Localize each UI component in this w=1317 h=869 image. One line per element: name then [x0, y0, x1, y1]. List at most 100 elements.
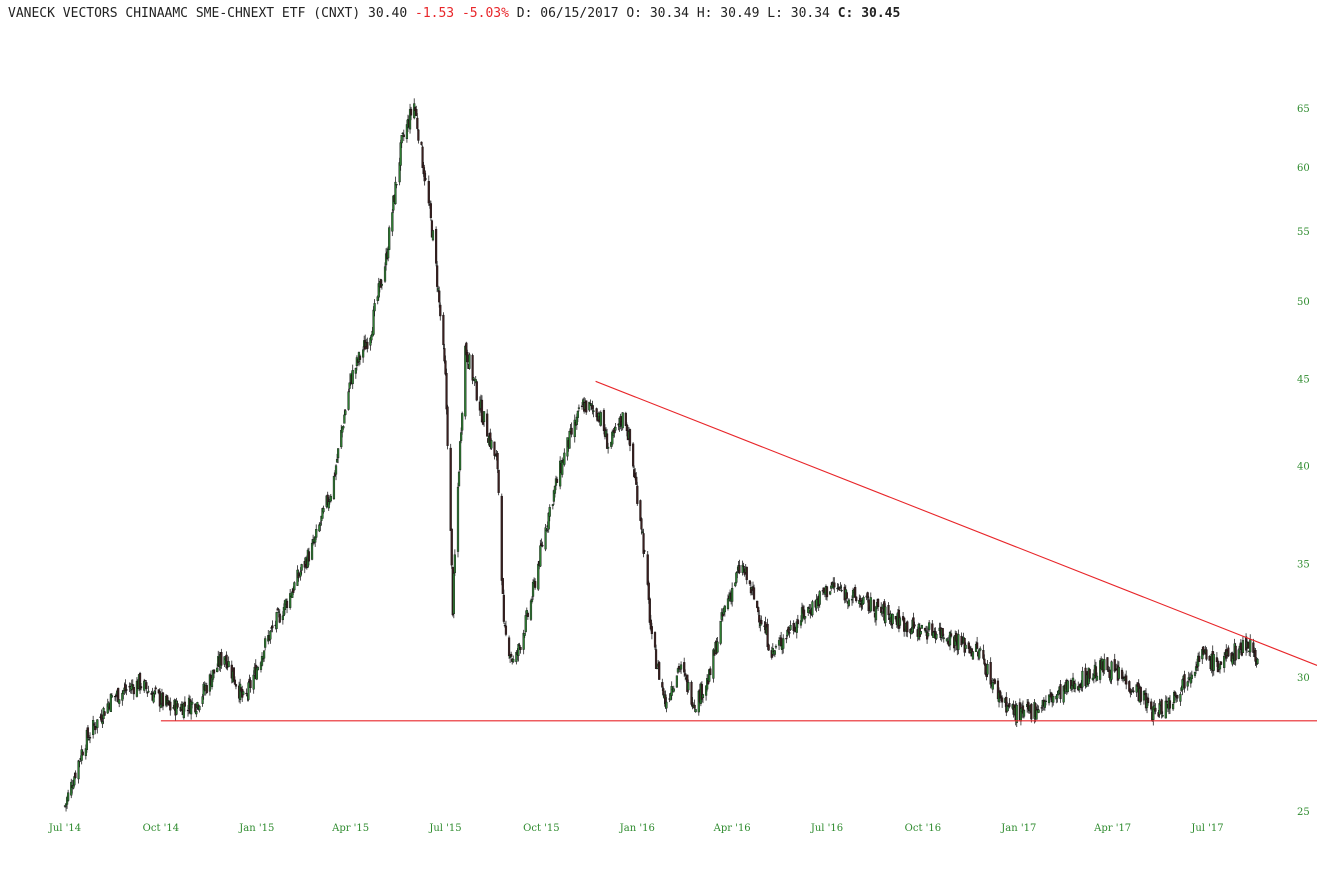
- candle-body: [92, 720, 95, 735]
- candle-body: [570, 427, 573, 435]
- candle-body: [100, 714, 103, 722]
- candle-body: [575, 416, 578, 425]
- candle-body: [874, 606, 878, 621]
- candle-body: [486, 413, 489, 437]
- candle-body: [869, 597, 872, 612]
- close-value: 30.45: [861, 6, 901, 21]
- x-tick-label: Oct '16: [905, 823, 941, 834]
- candle-body: [719, 620, 722, 644]
- candle-body: [580, 405, 584, 407]
- candle-body: [989, 662, 992, 685]
- candle-body: [493, 441, 496, 456]
- candle-body: [161, 692, 165, 707]
- candle-body: [1040, 707, 1043, 709]
- candle-body: [872, 599, 876, 612]
- candle-body: [482, 411, 486, 423]
- candle-body: [461, 413, 464, 431]
- x-tick-label: Apr '16: [713, 823, 751, 834]
- candle-body: [466, 352, 469, 363]
- candle-body: [145, 682, 148, 690]
- candle-body: [796, 619, 799, 625]
- candle-body: [807, 607, 810, 613]
- candle-body: [845, 592, 848, 599]
- candle-body: [86, 727, 90, 738]
- candle-body: [166, 695, 169, 705]
- candle-body: [1001, 697, 1004, 703]
- candle-body: [247, 682, 250, 700]
- candle-body: [1008, 702, 1011, 707]
- open-label: O:: [626, 6, 643, 21]
- candle-body: [984, 663, 987, 675]
- y-tick-label: 25: [1297, 807, 1310, 818]
- candle-body: [1237, 649, 1240, 659]
- candle-body: [748, 580, 751, 585]
- candle-body: [788, 632, 791, 634]
- candle-body: [464, 345, 467, 417]
- candle-body: [442, 314, 445, 346]
- candle-body: [854, 587, 857, 598]
- candle-body: [599, 412, 602, 426]
- candle-body: [683, 662, 686, 673]
- candle-body: [1052, 695, 1055, 703]
- candle-body: [354, 367, 357, 374]
- x-tick-label: Oct '15: [523, 823, 559, 834]
- candle-body: [563, 452, 566, 465]
- candle-body: [87, 739, 91, 741]
- candle-body: [840, 589, 843, 592]
- candle-body: [504, 625, 508, 635]
- candle-body: [928, 622, 931, 630]
- candle-body: [446, 406, 449, 446]
- candle-body: [158, 691, 161, 707]
- candle-body: [665, 701, 668, 709]
- candle-body: [541, 544, 544, 547]
- candle-body: [358, 355, 362, 360]
- candle-body: [232, 667, 235, 681]
- candle-body: [825, 586, 829, 598]
- candle-body: [252, 674, 255, 690]
- candle-body: [1252, 642, 1255, 653]
- candle-body: [544, 527, 547, 550]
- candle-body: [777, 640, 781, 646]
- candle-body: [948, 632, 952, 646]
- candle-body: [496, 452, 499, 470]
- candle-body: [745, 566, 748, 581]
- candle-body: [1247, 642, 1250, 649]
- candle-body: [77, 760, 80, 780]
- high-label: H:: [696, 6, 713, 21]
- candle-body: [289, 593, 292, 608]
- candle-body: [500, 495, 503, 581]
- candle-body: [1172, 704, 1175, 710]
- candle-body: [979, 648, 982, 651]
- candle-body: [344, 410, 347, 415]
- candle-body: [1030, 703, 1033, 720]
- y-tick-label: 60: [1297, 163, 1310, 174]
- candle-body: [881, 611, 884, 614]
- candle-body: [93, 723, 96, 726]
- price-change: -1.53: [415, 6, 455, 21]
- candle-body: [335, 458, 339, 463]
- candle-body: [1223, 655, 1226, 668]
- candle-body: [1022, 709, 1026, 717]
- candle-body: [833, 582, 836, 588]
- candle-body: [1165, 700, 1168, 703]
- candle-body: [978, 649, 981, 659]
- candle-body: [517, 644, 520, 656]
- chart-header: VANECK VECTORS CHINAAMC SME-CHNEXT ETF (…: [8, 6, 900, 21]
- candle-body: [460, 432, 463, 441]
- candle-body: [1056, 694, 1059, 699]
- candle-body: [561, 459, 564, 475]
- candle-body: [147, 690, 150, 693]
- candle-body: [1160, 699, 1163, 714]
- candle-body: [300, 564, 303, 571]
- candle-body: [774, 646, 778, 648]
- candle-body: [602, 410, 606, 432]
- candle-body: [457, 471, 461, 487]
- candle-body: [1035, 709, 1038, 720]
- candle-body: [752, 587, 756, 600]
- candle-body: [471, 355, 474, 381]
- candle-body: [545, 529, 548, 531]
- candle-body: [1142, 691, 1146, 701]
- candle-body: [452, 573, 455, 615]
- candle-body: [96, 719, 99, 728]
- candle-body: [1132, 690, 1135, 692]
